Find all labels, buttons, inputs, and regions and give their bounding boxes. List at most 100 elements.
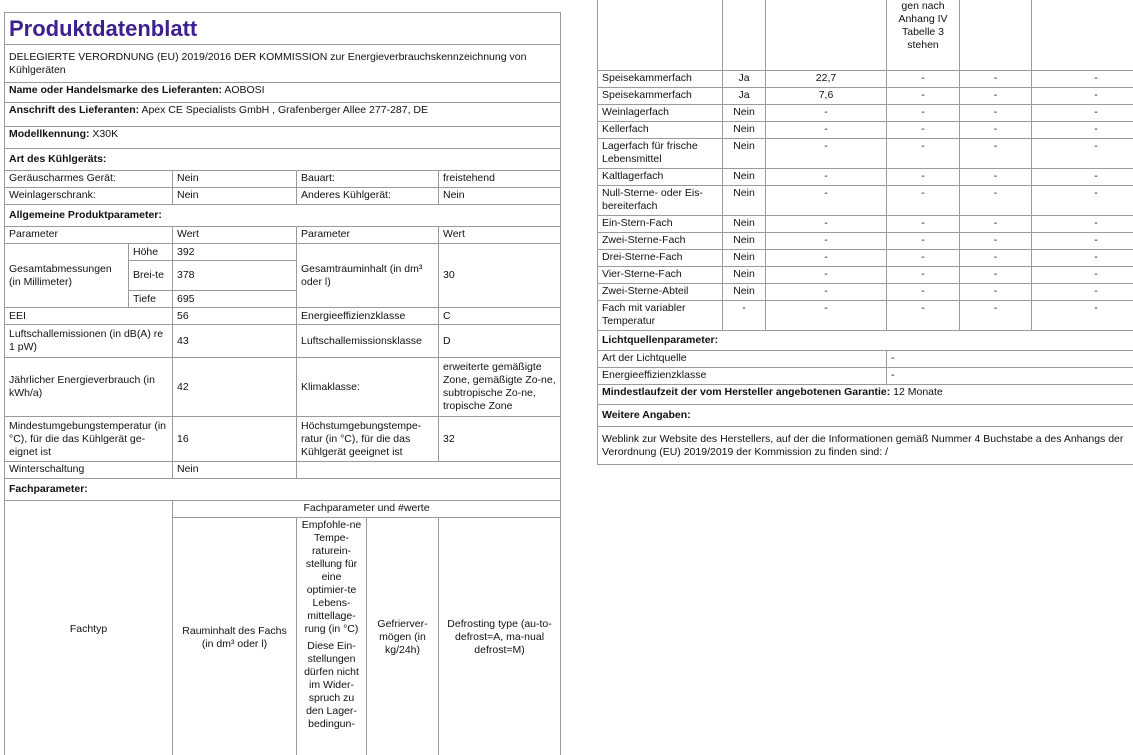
row: Speisekammerfach Ja 7,6- - - [597,87,1133,105]
cell: - [765,249,887,267]
cell: - [959,283,1032,301]
cell: Jährlicher Energieverbrauch (in kWh/a) [4,357,173,417]
cell: - [959,185,1032,216]
row: Kaltlagerfach Nein - - - - [597,168,1133,186]
cell: - [765,185,887,216]
column-header: Fachtyp [4,500,173,755]
cell: Geräuscharmes Gerät: [4,170,173,188]
cell: Brei-te [128,260,173,291]
cell: - [886,249,960,267]
cell: - [959,138,1032,169]
row: Winterschaltung Nein [4,461,562,479]
row: DELEGIERTE VERORDNUNG (EU) 2019/2016 DER… [3,44,562,83]
cell: 695 [172,290,297,308]
cell: 56 [172,307,297,325]
cell: - [1031,104,1133,122]
cell: Nein [722,138,766,169]
cell: Art der Lichtquelle [597,350,887,368]
column-header: Parameter [296,226,439,244]
cell: Zwei-Sterne-Fach [597,232,723,250]
cell [722,0,766,71]
cell: Energieeffizienzklasse [597,367,887,385]
value: Apex CE Specialists GmbH , Grafenberger … [139,104,429,116]
cell: - [1031,249,1133,267]
cell: Null-Sterne- oder Eis-bereiterfach [597,185,723,216]
title: Produktdatenblatt [3,12,562,45]
row: Kellerfach Nein - - - - [597,121,1133,139]
cell: - [1031,215,1133,233]
cell: - [959,87,1032,105]
row: Drei-Sterne-Fach Nein - - - - [597,249,1133,267]
weblink: Weblink zur Website des Herstellers, auf… [597,426,1133,465]
cell: Bauart: [296,170,439,188]
column-header: Gefrierver-mögen (in kg/24h) [366,517,439,755]
cell: Gesamtabmessungen (in Millimeter) [4,243,129,308]
row: Weitere Angaben: [597,404,1133,427]
cell: Nein [722,232,766,250]
cell: - [722,300,766,331]
cell: 378 [172,260,297,291]
cell [597,0,723,71]
cell: - [886,350,1133,368]
column-header: Wert [172,226,297,244]
cell: Nein [722,185,766,216]
cell: Nein [722,121,766,139]
cell: - [1031,232,1133,250]
cell: Lagerfach für frische Lebensmittel [597,138,723,169]
cell: 7,6 [765,87,887,105]
heading: Weitere Angaben: [597,404,1133,427]
cell: - [886,168,960,186]
cell: Winterschaltung [4,461,173,479]
cell: Luftschallemissionen (in dB(A) re 1 pW) [4,324,173,358]
cell: Luftschallemissionsklasse [296,324,439,358]
cell: 43 [172,324,297,358]
row: Gesamtabmessungen (in Millimeter) Höhe 392… [4,243,562,308]
cell: - [765,232,887,250]
row: Fachparameter: [3,478,562,501]
cell: - [886,138,960,169]
label: Anschrift des Lieferanten: [9,104,140,116]
heading: Lichtquellenparameter: [597,330,1133,351]
cell: Speisekammerfach [597,70,723,88]
label-value: Name oder Handelsmarke des Lieferanten: … [3,82,562,103]
cell: - [1031,70,1133,88]
cell: - [886,121,960,139]
cell: - [886,367,1133,385]
cell: - [765,300,887,331]
row: Weinlagerschrank: Nein Anderes Kühlgerät: N… [4,187,562,205]
cell: Kellerfach [597,121,723,139]
cell: Nein [437,187,562,205]
cell: Nein [722,266,766,284]
cell: Nein [172,187,297,205]
value: X30K [89,128,119,140]
row: Null-Sterne- oder Eis-bereiterfach Nein - -… [597,185,1133,216]
cell: - [1031,87,1133,105]
row: Vier-Sterne-Fach Nein - - - - [597,266,1133,284]
cell: freistehend [437,170,562,188]
column-header: Defrosting type (au-to-defrost=A, ma-nua… [437,517,562,755]
right-sheet: gen nach Anhang IV Tabelle 3 stehen Speis… [597,0,1133,465]
cell: 22,7 [765,70,887,88]
cell: Ja [722,70,766,88]
heading: Art des Kühlgeräts: [3,148,562,171]
cell: - [765,215,887,233]
row: Ein-Stern-Fach Nein - - - - [597,215,1133,233]
cell: gen nach Anhang IV Tabelle 3 stehen [886,0,960,71]
cell: Weinlagerfach [597,104,723,122]
cell: - [886,283,960,301]
cell: - [1031,121,1133,139]
cell: Ein-Stern-Fach [597,215,723,233]
row: Mindestumgebungstemperatur (in °C), für … [4,416,562,462]
cell: - [765,104,887,122]
cell: - [959,300,1032,331]
cell: - [886,300,960,331]
cell: D [437,324,562,358]
left-sheet: Produktdatenblatt DELEGIERTE VERORDNUNG (… [3,12,562,755]
cell [1031,0,1133,71]
cell: - [886,104,960,122]
column-header: Empfohle-ne Tempe-raturein-stellung für … [296,517,367,755]
row: Produktdatenblatt [3,12,562,45]
row: Weinlagerfach Nein - - - - [597,104,1133,122]
cell: Höchstumgebungstempe-ratur (in °C), für … [296,416,439,462]
